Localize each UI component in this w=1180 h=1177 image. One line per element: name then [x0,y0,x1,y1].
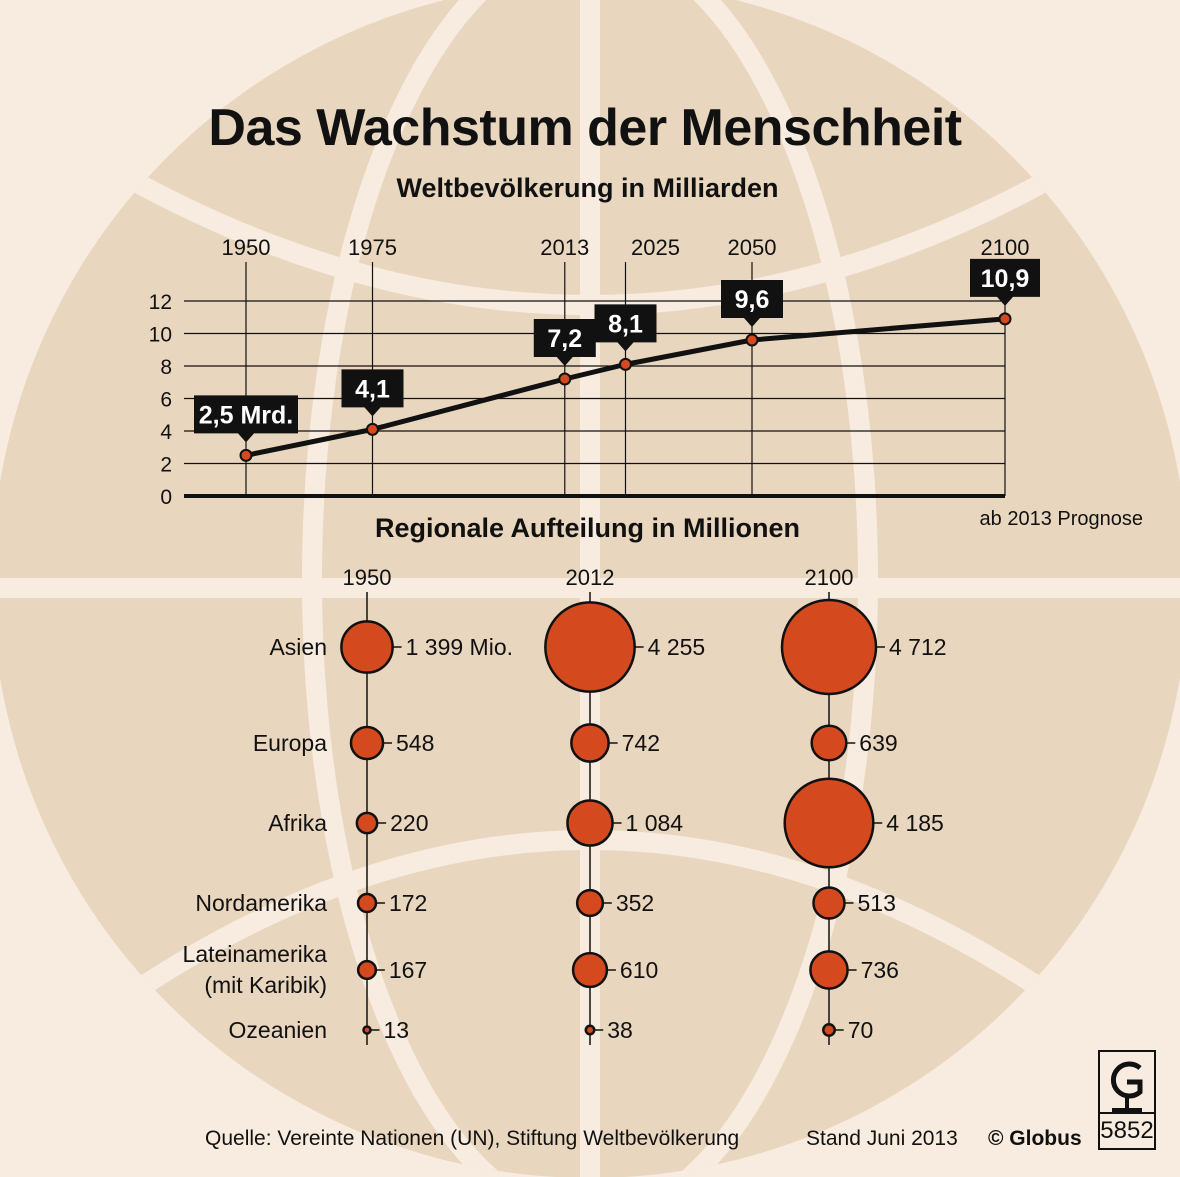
value-label-box [194,395,298,443]
bubble [571,951,609,989]
x-tick-label: 2100 [981,235,1030,260]
y-tick-label: 4 [160,421,172,444]
bubble [822,1023,836,1037]
data-label: 9,6 [735,286,770,314]
data-point [558,372,572,386]
bubble-value-label: 639 [859,730,897,756]
region-label: Lateinamerika [183,941,328,967]
bubble [809,950,849,990]
x-tick-label: 2050 [728,235,777,260]
line-chart-subtitle: Weltbevölkerung in Milliarden [396,173,779,203]
forecast-annotation: ab 2013 Prognose [980,508,1143,530]
bubble-value-label: 1 399 Mio. [406,634,513,660]
data-label: 4,1 [355,375,390,403]
bubble [570,723,610,763]
source-note: Quelle: Vereinte Nationen (UN), Stiftung… [205,1127,740,1150]
bubble-value-label: 38 [607,1017,633,1043]
bubble-value-label: 4 255 [648,634,706,660]
y-tick-label: 2 [160,454,172,477]
y-tick-label: 6 [160,389,172,412]
bubble-value-label: 352 [616,890,654,916]
x-tick-label: 1950 [222,235,271,260]
bubble-value-label: 220 [390,810,428,836]
bubble [349,725,385,761]
bubble-chart-subtitle: Regionale Aufteilung in Millionen [375,513,800,543]
value-label-box [533,319,596,366]
bubble [355,811,379,835]
bubble [566,799,614,847]
data-point [619,357,632,371]
globus-logo: 5852 [1098,1050,1156,1150]
y-tick-label: 12 [149,291,172,314]
value-label-box [594,304,657,352]
bubble-value-label: 610 [620,957,658,983]
date-note: Stand Juni 2013 [806,1127,958,1150]
region-label: Ozeanien [229,1017,327,1043]
bubble-value-label: 513 [858,890,896,916]
value-label-box [970,258,1040,306]
data-point [239,448,253,462]
bubble [812,886,846,920]
x-tick-label: 1975 [348,235,397,260]
bubble [810,724,848,762]
bubble [340,620,394,674]
copyright-globus: © Globus [988,1127,1082,1150]
data-point [998,312,1012,326]
globus-g-icon [1110,1061,1143,1112]
column-header: 1950 [343,565,392,590]
region-label: (mit Karibik) [204,972,327,998]
series-line [245,316,1006,458]
y-tick-label: 0 [160,486,172,509]
bubble-value-label: 736 [861,957,899,983]
y-tick-label: 10 [149,324,172,347]
region-label: Asien [269,634,327,660]
bubble [356,892,378,914]
data-point [366,422,379,436]
bubble-value-label: 4 712 [889,634,947,660]
data-label: 8,1 [608,310,643,338]
column-header: 2012 [566,565,615,590]
value-label-box [721,280,783,327]
x-tick-label: 2013 [540,235,589,260]
bubble-value-label: 1 084 [626,810,684,836]
data-label: 7,2 [547,325,582,353]
bubble [356,959,378,981]
x-tick-label: 2025 [631,235,680,260]
bubble-value-label: 742 [622,730,660,756]
logo-number: 5852 [1100,1112,1154,1148]
region-label: Nordamerika [195,890,327,916]
bubble [544,601,636,693]
page-title: Das Wachstum der Menschheit [208,99,962,157]
bubble-value-label: 548 [396,730,434,756]
bubble [584,1024,596,1036]
data-label: 10,9 [981,265,1030,293]
region-label: Afrika [268,810,327,836]
data-label: 2,5 Mrd. [199,401,293,429]
bubble [780,598,878,696]
bubble-value-label: 4 185 [886,810,944,836]
y-tick-label: 8 [160,356,172,379]
bubble [362,1025,372,1035]
value-label-box [341,369,404,417]
bubble [783,777,875,869]
bubble-value-label: 167 [389,957,427,983]
column-header: 2100 [805,565,854,590]
bubble-value-label: 70 [848,1017,874,1043]
region-label: Europa [253,730,327,756]
bubble [575,888,605,918]
bubble-value-label: 172 [389,890,427,916]
bubble-value-label: 13 [384,1017,410,1043]
data-point [745,333,759,347]
